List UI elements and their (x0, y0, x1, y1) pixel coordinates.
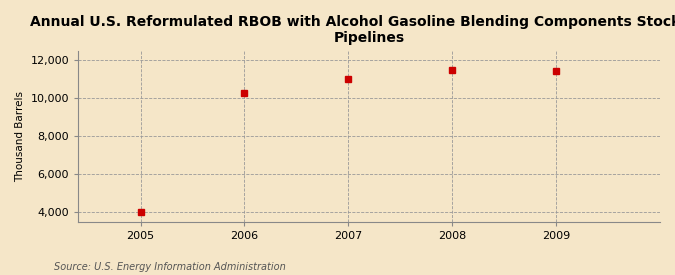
Y-axis label: Thousand Barrels: Thousand Barrels (15, 91, 25, 182)
Text: Source: U.S. Energy Information Administration: Source: U.S. Energy Information Administ… (54, 262, 286, 272)
Title: Annual U.S. Reformulated RBOB with Alcohol Gasoline Blending Components Stocks i: Annual U.S. Reformulated RBOB with Alcoh… (30, 15, 675, 45)
